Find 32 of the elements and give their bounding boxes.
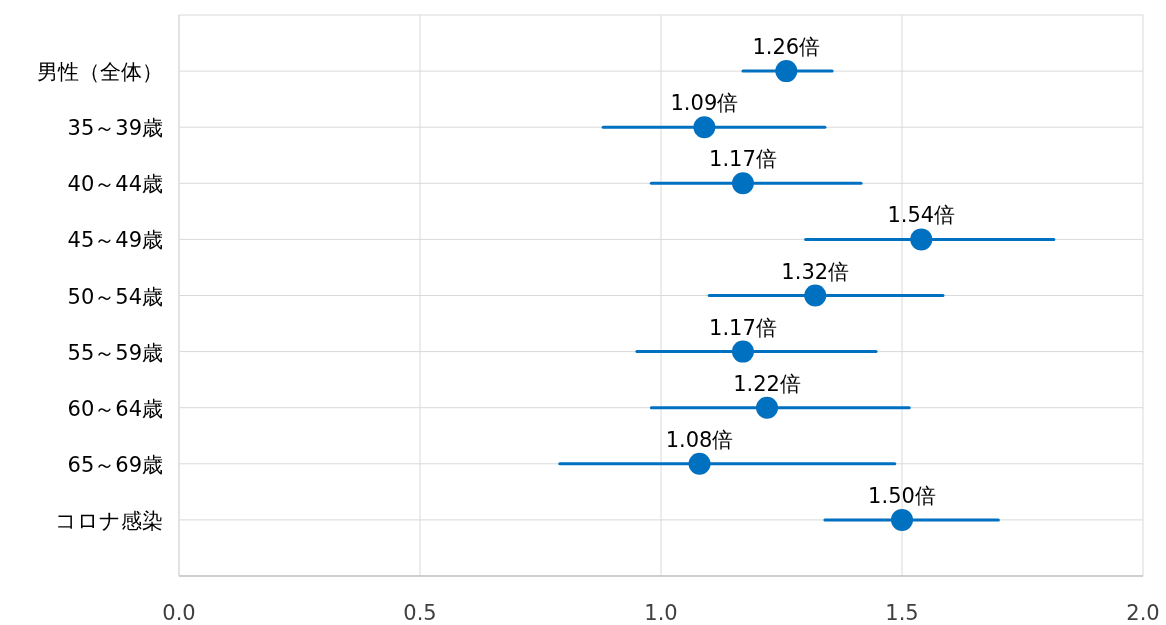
data-label: 1.17倍 (709, 147, 777, 172)
y-tick-label: 65～69歳 (67, 452, 163, 477)
y-tick-label: 50～54歳 (67, 284, 163, 309)
point (804, 284, 827, 307)
point (891, 508, 913, 531)
x-tick-label: 1.0 (644, 601, 678, 625)
point (688, 452, 711, 475)
x-tick-label: 0.0 (162, 601, 196, 625)
point (693, 116, 716, 139)
y-tick-label: 35～39歳 (67, 116, 163, 141)
data-label: 1.26倍 (752, 35, 821, 60)
data-label: 1.32倍 (781, 259, 850, 284)
point (731, 172, 754, 195)
data-label: 1.08倍 (665, 427, 734, 452)
y-tick-label: 40～44歳 (67, 172, 163, 197)
point (910, 228, 933, 251)
point (756, 396, 779, 419)
point (731, 340, 754, 363)
data-label: 1.09倍 (670, 91, 739, 116)
x-tick-label: 1.5 (885, 601, 919, 625)
point (775, 60, 798, 83)
y-tick-label: コロナ感染 (55, 508, 163, 533)
data-label: 1.50倍 (868, 483, 936, 508)
x-tick-label: 2.0 (1126, 601, 1160, 625)
x-tick-label: 0.5 (403, 601, 437, 625)
y-tick-label: 60～64歳 (67, 396, 163, 421)
y-tick-label: 55～59歳 (67, 340, 163, 365)
y-tick-label: 男性（全体） (37, 60, 163, 85)
data-label: 1.22倍 (733, 371, 801, 396)
y-tick-label: 45～49歳 (67, 228, 163, 253)
data-label: 1.54倍 (887, 203, 956, 228)
data-label: 1.17倍 (709, 315, 777, 340)
